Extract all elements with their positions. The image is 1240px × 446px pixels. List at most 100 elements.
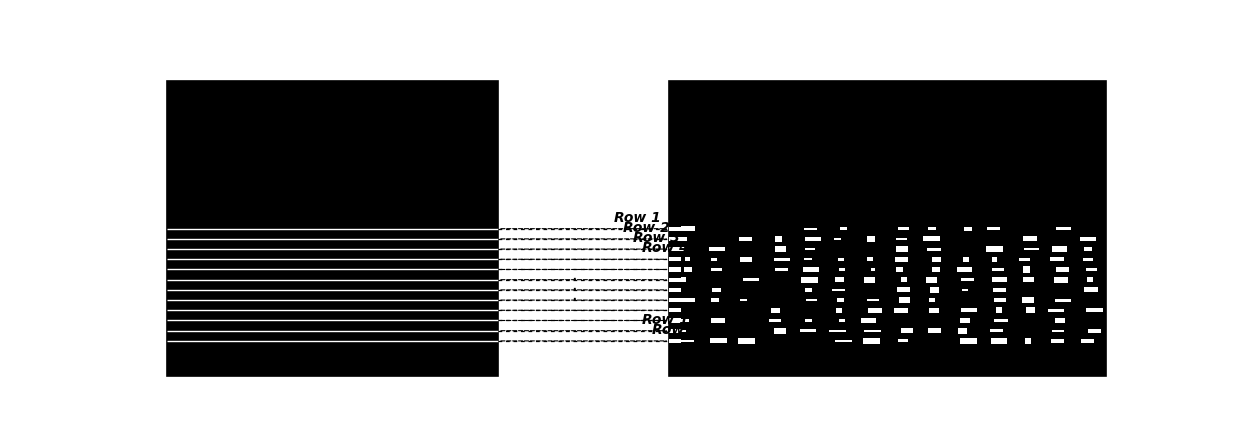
Bar [670,257,681,261]
Bar [862,318,877,323]
Bar [870,268,875,271]
Bar [681,237,687,241]
Bar [962,289,968,291]
Bar [839,268,844,271]
Bar [864,277,875,283]
Bar [1024,338,1032,344]
Bar [1084,258,1092,260]
Bar [775,236,782,242]
Bar [1050,339,1064,343]
Bar [1084,288,1097,292]
Bar [898,339,908,343]
Bar [804,258,812,260]
Bar [837,298,844,302]
Bar [683,267,692,272]
Bar [1086,268,1097,271]
Bar [867,299,879,301]
Bar [959,328,966,334]
Bar [711,257,717,261]
Bar [838,258,843,261]
Bar [996,307,1002,313]
Bar [1023,236,1037,241]
Text: Row 11: Row 11 [642,313,698,326]
Bar [712,288,720,292]
Bar [930,287,939,293]
Bar [835,339,852,342]
Bar [994,298,1007,302]
Text: Row 12: Row 12 [652,323,708,337]
Bar [987,227,999,230]
Bar [898,287,910,293]
Bar [899,297,910,303]
Bar [926,277,937,282]
Bar [863,338,879,344]
Bar [670,318,681,322]
Bar [992,277,1007,282]
Bar [1027,307,1035,313]
Bar [1084,247,1091,251]
Text: ·: · [572,271,577,289]
Bar [681,339,694,342]
Bar [993,319,1008,322]
Bar [711,268,722,271]
Bar [1080,236,1096,241]
Bar [1024,248,1039,251]
Bar [991,338,1007,344]
Bar [839,227,847,230]
Bar [993,288,1007,292]
Bar [928,227,936,231]
Bar [681,277,686,282]
Bar [743,278,759,281]
Bar [957,267,972,272]
Bar [712,298,719,302]
Bar [1054,277,1069,283]
Bar [1055,227,1070,230]
Bar [932,267,940,272]
Bar [1055,299,1071,301]
Bar [677,248,686,251]
Bar [670,298,681,302]
Bar [775,247,786,252]
Bar [897,238,908,240]
Bar [805,248,815,250]
Bar [991,329,1003,332]
Bar [711,318,725,323]
Bar [1086,277,1092,282]
Bar [670,237,681,241]
Bar [670,329,681,333]
Bar [867,257,873,261]
Text: Row 1: Row 1 [614,211,661,224]
Bar [670,277,681,282]
Bar [739,237,751,240]
Bar [1053,330,1064,332]
Bar [806,319,812,322]
Bar [1048,309,1064,311]
Bar [774,258,790,261]
Bar [681,298,696,302]
Bar [926,248,941,251]
Bar [960,318,970,323]
Bar [828,330,846,332]
Bar [166,81,498,376]
Bar [835,238,842,240]
Bar [901,328,913,333]
Bar [894,308,908,313]
Bar [769,318,781,322]
Text: Row 4: Row 4 [642,241,689,255]
Bar [897,246,908,252]
Bar [901,277,906,282]
Bar [709,247,725,251]
Bar [684,257,689,261]
Bar [931,257,941,262]
Bar [771,307,780,313]
Bar [1053,246,1068,252]
Bar [960,338,977,344]
Text: ·: · [572,281,577,299]
Text: ·: · [572,291,577,309]
Bar [711,339,727,343]
Bar [738,338,755,344]
Bar [670,339,681,343]
Bar [838,319,844,322]
Bar [670,268,681,272]
Bar [1022,297,1034,303]
